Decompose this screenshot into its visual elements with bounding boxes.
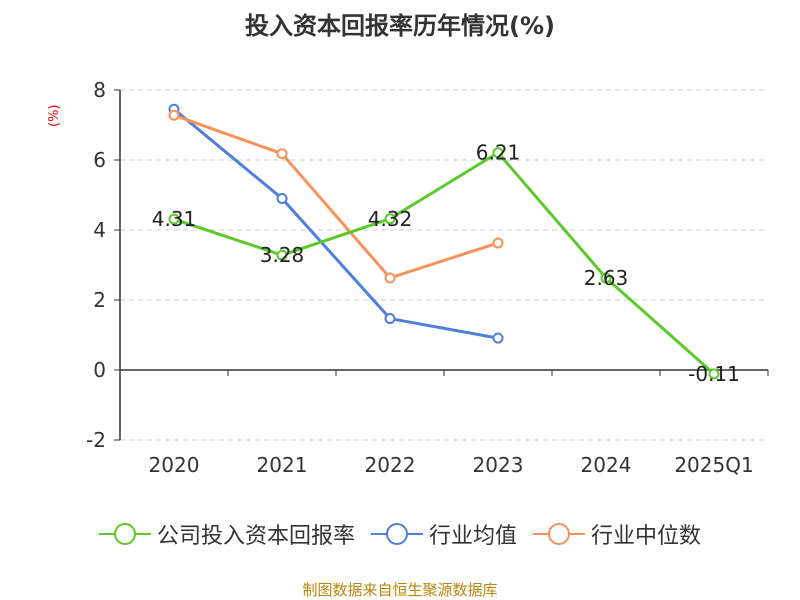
data-point (492, 237, 504, 249)
legend: 公司投入资本回报率 行业均值 行业中位数 (0, 518, 800, 550)
x-tick-label: 2023 (473, 453, 524, 477)
data-label: 6.21 (476, 141, 521, 165)
data-point (168, 109, 180, 121)
data-point (276, 193, 288, 204)
series-line-1 (173, 108, 499, 340)
data-point (708, 368, 720, 380)
series-line-2 (173, 113, 499, 280)
data-point (384, 213, 396, 225)
legend-item-company[interactable]: 公司投入资本回报率 (98, 518, 355, 550)
y-tick-label: 4 (93, 218, 106, 242)
data-point (384, 313, 396, 325)
legend-swatch-mean-icon (370, 523, 423, 545)
y-tick-label: -2 (86, 428, 106, 452)
x-tick-label: 2025Q1 (674, 453, 753, 477)
y-tick-label: 8 (93, 78, 106, 102)
y-tick-label: 2 (93, 288, 106, 312)
data-point (276, 249, 288, 261)
series-line-0 (173, 150, 715, 375)
x-tick-label: 2020 (149, 453, 200, 477)
legend-label-industry-median: 行业中位数 (591, 524, 702, 549)
data-point (600, 272, 612, 284)
x-tick-label: 2024 (581, 453, 632, 477)
data-label: 2.63 (584, 266, 629, 290)
data-label: -0.11 (688, 362, 740, 386)
chart-title: 投入资本回报率历年情况(%) (245, 12, 555, 40)
source-note: 制图数据来自恒生聚源数据库 (302, 581, 498, 599)
data-point (492, 147, 504, 159)
legend-item-industry-median[interactable]: 行业中位数 (533, 518, 701, 550)
y-tick-label: 6 (93, 148, 106, 172)
legend-label-industry-mean: 行业均值 (428, 524, 517, 549)
data-point (384, 272, 396, 284)
data-point (492, 332, 504, 344)
data-point (168, 213, 180, 225)
legend-item-industry-mean[interactable]: 行业均值 (370, 518, 517, 550)
legend-label-company: 公司投入资本回报率 (156, 524, 355, 549)
data-label: 3.28 (260, 243, 305, 267)
data-label: 4.32 (368, 207, 413, 231)
legend-swatch-median-icon (533, 523, 585, 545)
x-tick-label: 2022 (365, 453, 416, 477)
y-tick-label: 0 (93, 358, 106, 382)
line-chart: 8 6 4 2 0 -2 2020 2021 2022 2023 2024 2025Q1 4.31 3.2… (86, 78, 769, 477)
data-point (276, 148, 288, 160)
legend-swatch-company-icon (98, 523, 151, 545)
x-tick-label: 2021 (257, 453, 308, 477)
data-label: 4.31 (152, 207, 197, 231)
